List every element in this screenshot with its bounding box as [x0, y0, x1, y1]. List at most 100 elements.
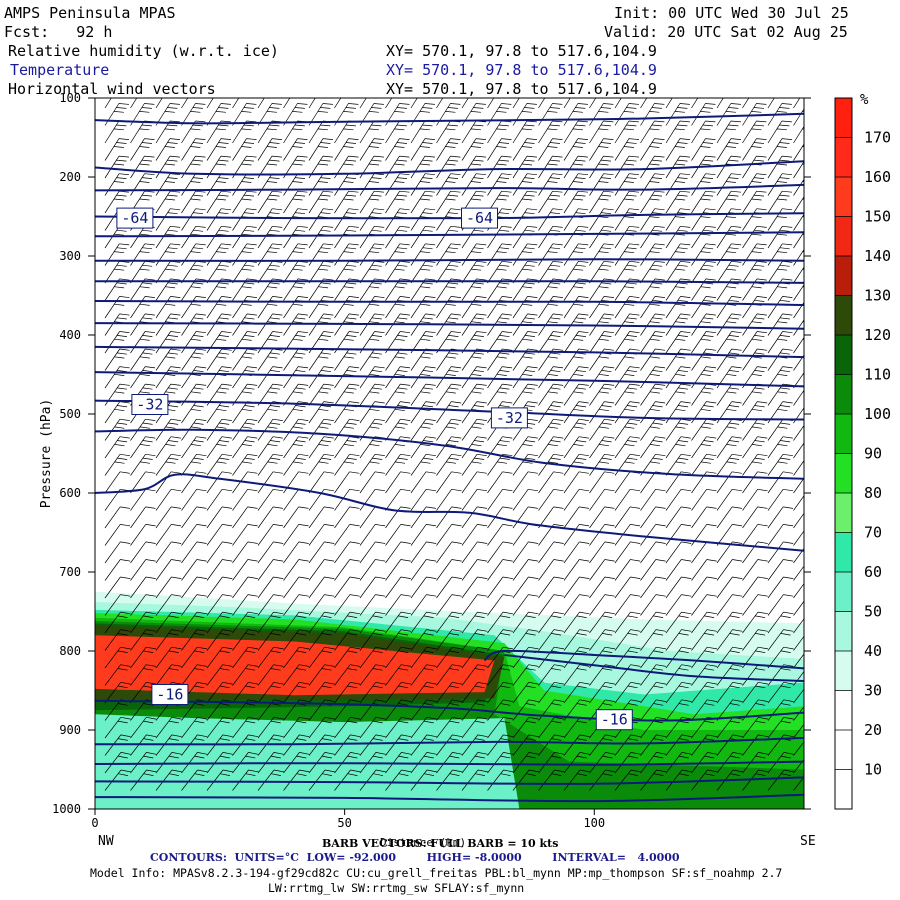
wind-barb [538, 348, 564, 371]
wind-barb [614, 296, 640, 319]
wind-barb [614, 488, 641, 511]
wind-barb [767, 541, 794, 564]
wind-barb [334, 646, 361, 669]
wind-barb [563, 734, 590, 756]
wind-barb [359, 98, 367, 109]
wind-barb [742, 506, 768, 529]
wind-barb [308, 260, 334, 284]
contour-label-box [116, 207, 154, 229]
wind-barb [155, 576, 182, 599]
model-info: Model Info: MPASv8.2.3-194-gf29cd82c CU:… [90, 866, 783, 880]
wind-barb [359, 173, 385, 196]
contour-label-box [461, 207, 498, 229]
colorbar-segment [835, 295, 852, 335]
wind-barb [436, 103, 461, 126]
wind-barb [436, 699, 463, 721]
wind-barb [334, 611, 360, 634]
wind-barb [359, 664, 386, 686]
wind-barb [640, 296, 665, 319]
wind-barb [793, 723, 804, 739]
wind-barb [716, 260, 742, 284]
wind-barb [359, 769, 386, 791]
wind-barb [742, 401, 768, 424]
wind-barb [563, 155, 589, 179]
wind-barb [155, 173, 181, 196]
wind-barb [512, 296, 538, 319]
wind-barb [359, 155, 385, 179]
wind-barb [104, 243, 130, 266]
isotherm-m60 [95, 231, 804, 238]
wind-barb [589, 541, 615, 564]
wind-barb [334, 681, 361, 704]
wind-barb [538, 752, 565, 774]
wind-barb [665, 278, 691, 301]
wind-barb [793, 319, 804, 336]
wind-barb [512, 664, 539, 686]
wind-barb [589, 103, 614, 126]
wind-barb [232, 243, 257, 266]
wind-barb [257, 594, 284, 616]
contour-label: -32 [496, 409, 523, 427]
wind-barb [334, 664, 360, 686]
wind-barb [104, 331, 130, 354]
wind-barb [181, 331, 207, 354]
wind-barb [512, 611, 539, 634]
y-tick-label: 500 [59, 407, 81, 421]
wind-barb [767, 506, 794, 529]
wind-barb [410, 629, 437, 651]
wind-barb [155, 629, 182, 651]
wind-barb [640, 664, 666, 686]
wind-barb [640, 313, 665, 336]
wind-barb [640, 418, 666, 441]
wind-barb [181, 225, 206, 249]
wind-barb [104, 681, 131, 704]
wind-barb [104, 278, 130, 301]
wind-barb [563, 471, 589, 494]
wind-barb [232, 664, 258, 686]
colorbar-tick-label: 30 [864, 682, 882, 700]
wind-barb [410, 576, 437, 599]
wind-barb [155, 155, 181, 179]
wind-barb [130, 296, 155, 319]
wind-barb [487, 524, 513, 546]
wind-barb [742, 681, 769, 704]
wind-barb [104, 296, 130, 319]
wind-barb [767, 173, 793, 196]
wind-barb [512, 120, 537, 144]
wind-barb [640, 243, 665, 266]
wind-barb [181, 436, 207, 459]
wind-barb [640, 506, 666, 529]
wind-barb [155, 243, 181, 266]
wind-barb [742, 576, 768, 599]
colorbar-tick-label: 80 [864, 484, 882, 502]
wind-barb [640, 611, 666, 634]
wind-barb [691, 173, 716, 196]
wind-barb [104, 576, 131, 599]
wind-barb [716, 524, 743, 546]
contour-label: -32 [136, 396, 163, 414]
wind-barb [691, 401, 717, 424]
wind-barb [232, 681, 259, 704]
wind-barb [308, 296, 334, 319]
wind-barb [334, 629, 360, 651]
colorbar-tick-label: 70 [864, 524, 882, 542]
x-tick-label: 50 [337, 816, 351, 830]
wind-barb [308, 629, 335, 651]
wind-barb [436, 98, 444, 109]
wind-barb [512, 541, 539, 564]
colorbar-segment [835, 216, 852, 256]
wind-barb [538, 401, 564, 424]
wind-barb [716, 138, 742, 161]
colorbar-tick-label: 130 [864, 287, 891, 305]
wind-barb [410, 296, 436, 319]
wind-barb [308, 576, 335, 599]
wind-barb [130, 366, 156, 389]
wind-barb [130, 120, 155, 144]
wind-barb [793, 231, 804, 249]
wind-barb [308, 769, 335, 791]
wind-barb [716, 98, 724, 109]
wind-barb [665, 366, 691, 389]
colorbar-segment [835, 453, 852, 493]
wind-barb [283, 716, 310, 739]
wind-barb [257, 436, 283, 459]
